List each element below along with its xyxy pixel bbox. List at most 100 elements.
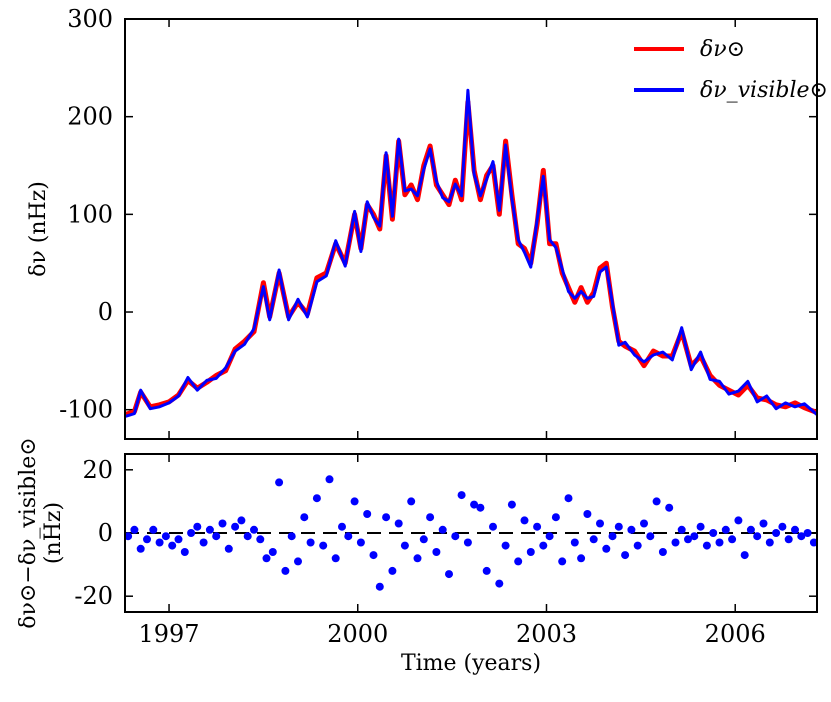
residual-point	[495, 579, 504, 588]
residual-point	[545, 532, 554, 541]
residual-point	[470, 500, 479, 509]
residual-point	[250, 525, 258, 534]
residual-point	[369, 551, 378, 560]
x-tick-label: 1997	[138, 620, 199, 648]
residual-point	[262, 554, 271, 563]
residual-point	[413, 554, 422, 563]
x-tick-label: 2006	[705, 620, 766, 648]
residual-point	[199, 538, 208, 547]
residual-point	[212, 532, 221, 541]
residual-point	[338, 522, 346, 531]
residual-point	[174, 535, 183, 544]
residual-point	[746, 525, 755, 534]
residual-point	[539, 541, 548, 550]
residual-point	[715, 538, 724, 547]
residual-point	[558, 557, 567, 566]
residual-point	[130, 525, 139, 534]
bottom-y-tick-label: 20	[82, 456, 113, 484]
residual-point	[526, 548, 535, 556]
residual-point	[621, 551, 630, 560]
residual-points	[124, 475, 818, 591]
legend: δν⊙ δν_visible⊙	[634, 37, 828, 103]
residual-point	[728, 535, 737, 544]
residual-point	[759, 519, 768, 528]
residual-point	[143, 535, 151, 544]
residual-point	[658, 548, 667, 556]
residual-point	[294, 557, 302, 566]
residual-point	[690, 532, 699, 541]
residual-point	[319, 541, 328, 550]
residual-point	[665, 503, 674, 512]
residual-point	[577, 554, 586, 563]
residual-point	[205, 525, 214, 534]
residual-point	[633, 541, 642, 550]
residual-point	[677, 525, 686, 534]
residual-point	[463, 538, 472, 547]
residual-point	[765, 538, 774, 547]
residual-point	[589, 535, 598, 544]
residual-point	[180, 548, 189, 556]
residual-point	[218, 519, 227, 528]
residual-point	[772, 529, 781, 537]
residual-point	[438, 525, 447, 534]
residual-point	[161, 532, 170, 541]
residual-point	[696, 522, 705, 531]
residual-point	[344, 532, 353, 541]
residual-point	[809, 538, 818, 547]
residual-point	[778, 522, 787, 531]
residual-point	[533, 522, 542, 531]
residual-point	[426, 513, 435, 522]
top-y-tick-label: -100	[59, 396, 113, 424]
residual-point	[570, 538, 579, 547]
residual-point	[640, 519, 648, 528]
residual-point	[482, 566, 491, 575]
residual-point	[583, 510, 592, 518]
residual-point	[149, 525, 158, 534]
top-y-tick-labels: 300 200 100 0 -100	[59, 5, 113, 424]
residual-point	[325, 475, 334, 484]
residual-point	[394, 519, 403, 528]
residual-point	[256, 535, 265, 544]
residual-point	[721, 525, 730, 534]
residual-point	[407, 497, 416, 506]
top-y-axis-label: δν (nHz)	[26, 181, 51, 277]
x-tick-labels: 1997 2000 2003 2006	[138, 620, 765, 648]
top-ticks	[125, 18, 817, 439]
residual-point	[445, 570, 453, 579]
x-tick-label: 2003	[516, 620, 577, 648]
x-axis-label: Time (years)	[401, 651, 541, 676]
residual-point	[753, 532, 762, 541]
x-tick-label: 2000	[327, 620, 388, 648]
residual-point	[155, 538, 164, 547]
residual-point	[734, 516, 743, 525]
bottom-y-tick-label: -20	[74, 582, 113, 610]
residual-point	[306, 538, 315, 547]
bottom-y-axis-unit: (nHz)	[41, 502, 66, 564]
residual-point	[419, 535, 428, 544]
residual-point	[124, 532, 133, 541]
residual-point	[187, 529, 196, 537]
residual-point	[388, 566, 397, 575]
residual-point	[400, 541, 409, 550]
residual-point	[350, 497, 359, 506]
legend-label-sun: δν⊙	[700, 37, 745, 62]
residual-point	[564, 494, 573, 503]
residual-point	[596, 519, 604, 528]
residual-point	[363, 510, 372, 518]
bottom-y-axis-label: δν⊙−δν_visible⊙	[16, 437, 41, 628]
residual-point	[451, 532, 460, 541]
residual-point	[520, 516, 529, 525]
residual-point	[671, 538, 680, 547]
residual-point	[331, 554, 340, 563]
residual-point	[784, 535, 793, 544]
residual-point	[281, 566, 290, 575]
bottom-y-tick-label: 0	[98, 519, 113, 547]
top-panel: 300 200 100 0 -100 δν⊙ δν_visible⊙ δν (nHz)	[26, 5, 828, 440]
residual-point	[168, 541, 177, 550]
residual-point	[382, 513, 391, 522]
residual-point	[507, 500, 516, 509]
residual-point	[646, 532, 655, 541]
residual-point	[375, 582, 384, 591]
bottom-y-tick-labels: 20 0 -20	[74, 456, 113, 610]
